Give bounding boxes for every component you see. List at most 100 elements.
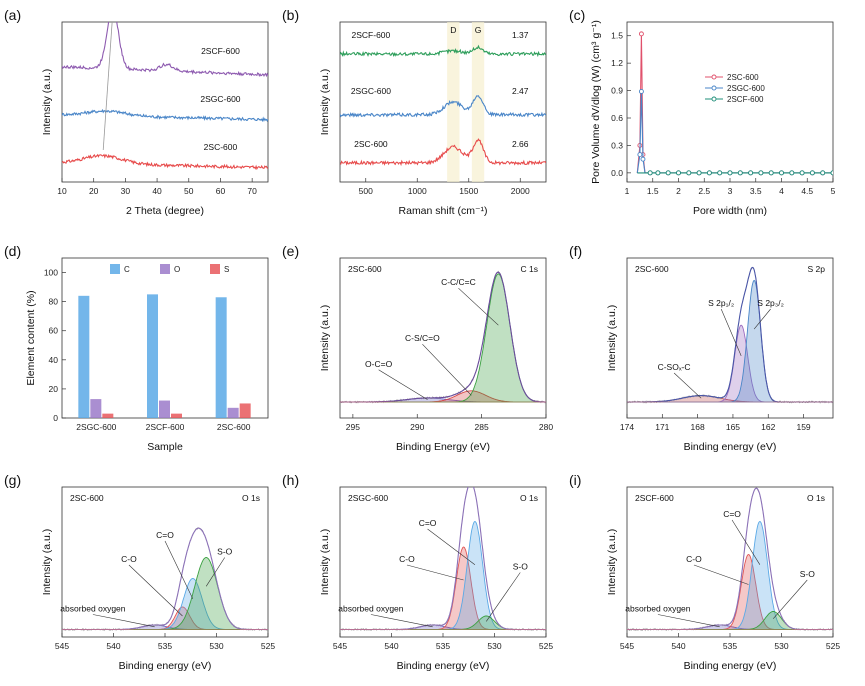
x-tick-label: 2.5 [698,186,710,196]
panel-d: (d) Sample Element content (%) 0 20 40 60 80 100… [4,243,269,453]
x-tick-label: 290 [410,422,424,432]
peak-label: C=O [419,518,437,528]
x-tick-label: 171 [655,422,669,432]
x-axis-label: Binding energy (eV) [119,660,212,672]
raw-data-line [62,526,268,632]
peak-label: S-O [800,569,816,579]
x-axis-label: Binding energy (eV) [684,441,777,453]
intensity-ratio: 2.47 [512,86,529,96]
panel-label: (h) [282,472,299,488]
series-label: 2SGC-600 [200,94,240,104]
x-tick-label: 1.5 [647,186,659,196]
y-tick-label: 100 [44,268,58,278]
sample-label: 2SC-600 [348,264,382,274]
x-tick-label: 535 [158,641,172,651]
plot-area [627,487,833,632]
data-point [665,170,671,176]
peak-label: C=O [723,509,741,519]
peak-label: absorbed oxygen [625,604,690,614]
data-point [748,170,754,176]
data-point [676,170,681,176]
peak-shift-arrow [102,22,113,151]
peak-label-pointer [427,528,476,565]
x-tick-label: 162 [761,422,775,432]
peak-label-pointer [406,564,464,581]
plot-area [340,22,546,182]
peak-label-pointer [673,372,702,399]
fit-envelope-line [627,266,833,403]
peak-label-pointer [731,519,761,565]
y-axis-label: Intensity (a.u.) [41,529,53,596]
fit-envelope-line [62,527,268,631]
sample-label: 2SCF-600 [635,493,674,503]
x-tick-label: 3.5 [750,186,762,196]
plot-frame [626,257,834,419]
series-line-2SCF-600 [340,44,546,58]
x-tick-label: 545 [55,641,69,651]
plot-area [62,22,268,171]
x-tick-label: 2 [676,186,681,196]
bar-C [78,295,90,418]
peak-label: C-C/C=C [441,277,476,287]
plot-frame [339,257,547,419]
panel-label: (c) [569,7,585,23]
x-tick-label: 2SC-600 [217,422,251,432]
x-tick-label: 30 [121,186,131,196]
peak-label-pointer [753,308,771,330]
x-tick-label: 540 [384,641,398,651]
data-point [638,89,644,94]
bar-S [239,403,251,418]
series-line-2SC-600 [340,138,546,167]
x-tick-label: 295 [346,422,360,432]
x-tick-label: 50 [184,186,194,196]
x-tick-label: 545 [333,641,347,651]
x-tick-label: 1000 [408,186,427,196]
x-tick-label: 70 [247,186,257,196]
legend-swatch [210,264,220,274]
x-tick-label: 500 [359,186,373,196]
bar-C [215,297,227,418]
y-tick-label: 20 [49,384,59,394]
legend-label: 2SGC-600 [727,84,765,93]
panel-label: (a) [4,7,21,23]
bar-S [171,413,182,418]
panel-h: (h) Binding energy (eV) Intensity (a.u.) 54… [282,472,553,672]
x-tick-label: 530 [487,641,501,651]
band-label: G [475,25,482,35]
legend-label: O [174,265,180,274]
x-tick-label: 530 [209,641,223,651]
peak-label: C-O [686,554,702,564]
series-line-2SGC-600 [340,95,546,118]
y-axis-label: Intensity (a.u.) [319,69,331,136]
x-axis-label: Sample [147,441,183,453]
data-point [637,152,643,158]
y-axis-label: Intensity (a.u.) [319,305,331,372]
core-level-label: O 1s [242,493,260,503]
x-tick-label: 2000 [511,186,530,196]
bar-O [90,399,102,418]
y-axis-label: Element content (%) [25,290,37,385]
legend-swatch [110,264,120,274]
plot-area [340,487,546,632]
x-tick-label: 168 [691,422,705,432]
x-axis-label: Binding energy (eV) [684,660,777,672]
data-point [737,170,743,176]
x-tick-label: 2SCF-600 [146,422,185,432]
x-tick-label: 535 [436,641,450,651]
y-axis-label: Intensity (a.u.) [41,69,53,136]
data-point [809,170,815,176]
peak-C-O [627,554,833,630]
y-tick-label: 1.5 [611,31,623,41]
bar-O [227,407,239,418]
x-tick-label: 545 [620,641,634,651]
plot-frame [61,21,269,183]
bar-C [147,294,158,418]
plot-area [627,266,833,404]
x-axis-label: Raman shift (cm⁻¹) [399,205,488,217]
legend-label: S [224,265,229,274]
y-tick-label: 40 [49,355,59,365]
peak-label-pointer [720,308,742,357]
data-point [696,170,702,176]
y-tick-label: 1.2 [611,58,623,68]
